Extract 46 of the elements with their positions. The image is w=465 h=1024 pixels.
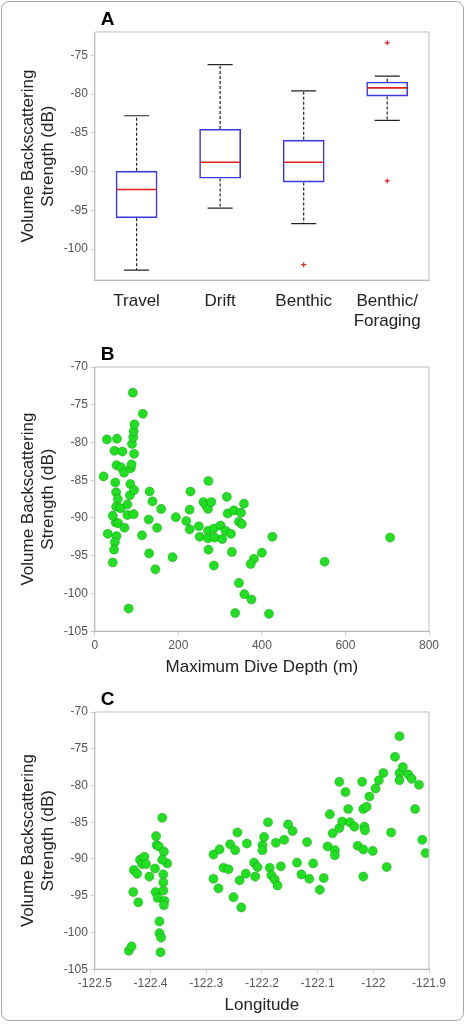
x-tick-label: -122.4	[133, 975, 168, 990]
y-tick-label: -75	[70, 741, 89, 756]
x-tick-label: Benthic	[275, 291, 333, 311]
chart-title: B	[100, 342, 115, 364]
y-tick-label: -75	[70, 397, 89, 412]
y-tick-label: -100	[63, 241, 89, 256]
y-tick-label: -70	[70, 704, 89, 719]
y-tick-label: -70	[70, 359, 89, 374]
y-axis-title: Volume Backscattering Strength (dB)	[17, 754, 58, 928]
x-tick-label: -121.9	[411, 975, 447, 990]
y-tick-label: -90	[70, 163, 89, 178]
y-tick-label: -95	[70, 548, 89, 563]
y-tick-label: -85	[70, 472, 89, 487]
chart-title: A	[100, 7, 115, 29]
x-tick-label: -122.3	[189, 975, 224, 990]
y-tick-label: -95	[70, 888, 89, 903]
x-axis-title: Maximum Dive Depth (m)	[165, 657, 359, 677]
x-tick-label: 200	[168, 637, 189, 652]
y-tick-label: -75	[70, 47, 89, 62]
x-tick-label: -122	[361, 975, 386, 990]
x-tick-label: Travel	[113, 291, 160, 311]
y-tick-label: -85	[70, 125, 89, 140]
chart-title: C	[100, 687, 115, 709]
y-tick-label: -85	[70, 814, 89, 829]
x-tick-label: 600	[335, 637, 356, 652]
y-axis-title: Volume Backscattering Strength (dB)	[17, 69, 58, 243]
y-tick-label: -95	[70, 202, 89, 217]
x-tick-label: -122.5	[77, 975, 113, 990]
y-tick-label: -90	[70, 510, 89, 525]
y-axis-title: Volume Backscattering Strength (dB)	[17, 412, 58, 586]
x-tick-label: 0	[91, 637, 99, 652]
y-tick-label: -80	[70, 434, 89, 449]
y-tick-label: -105	[63, 623, 89, 638]
y-tick-label: -90	[70, 851, 89, 866]
y-tick-label: -80	[70, 86, 89, 101]
x-tick-label: -122.1	[300, 975, 335, 990]
y-tick-label: -100	[63, 585, 89, 600]
x-tick-label: 400	[251, 637, 273, 652]
x-tick-label: -122.2	[244, 975, 280, 990]
x-tick-label: 800	[418, 637, 440, 652]
y-tick-label: -80	[70, 777, 89, 792]
x-tick-label: Drift	[204, 291, 236, 311]
x-axis-title: Longitude	[224, 995, 300, 1015]
y-tick-label: -100	[63, 924, 89, 939]
y-tick-label: -105	[63, 961, 89, 976]
x-tick-label: Benthic/Foraging	[353, 291, 421, 331]
